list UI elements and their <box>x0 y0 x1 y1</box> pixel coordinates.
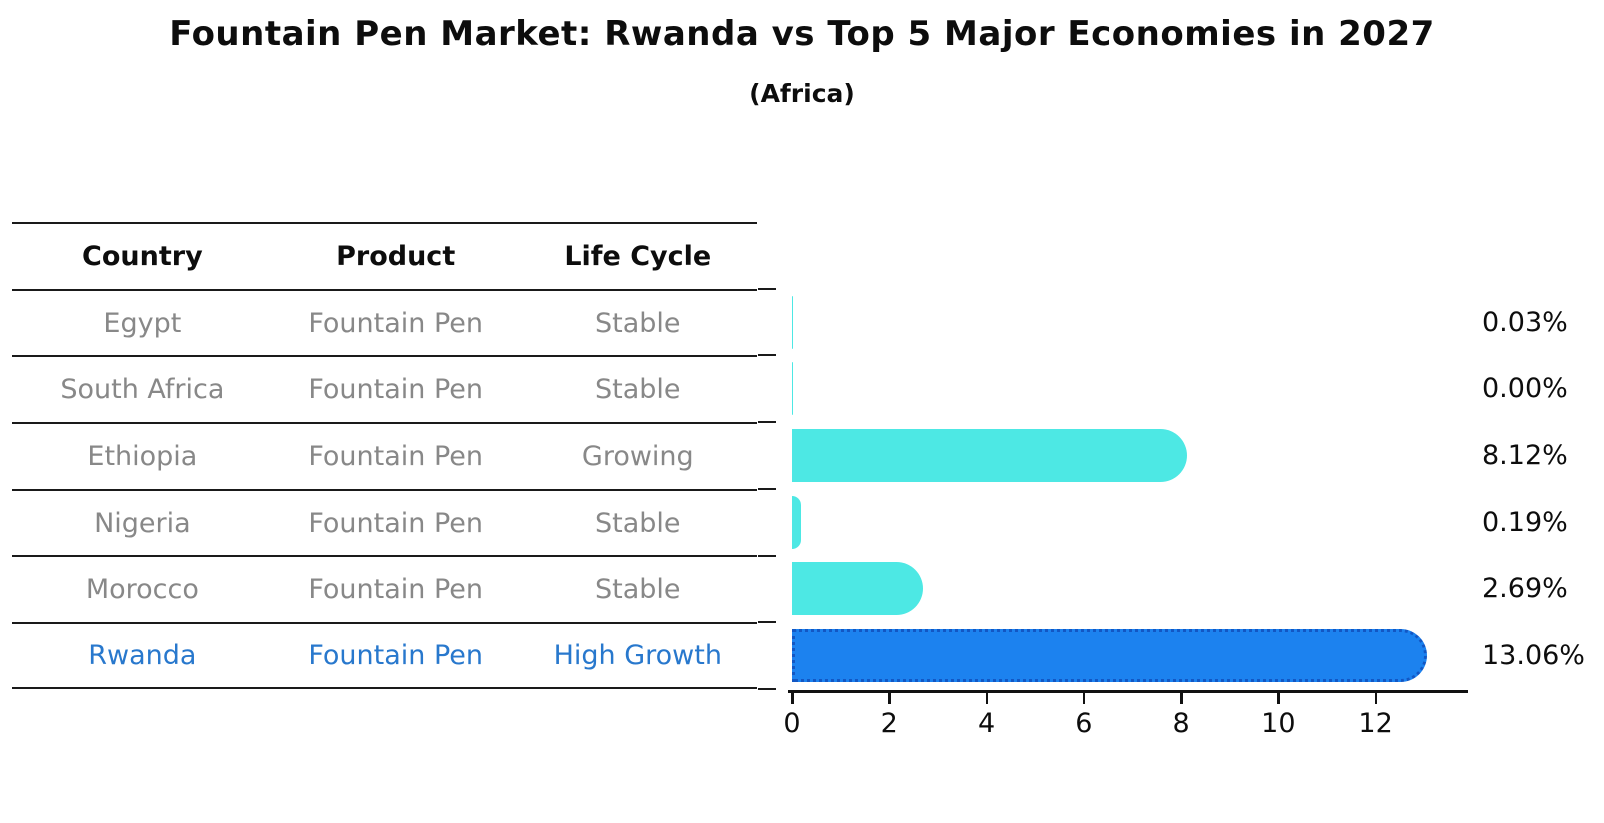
bar-nigeria <box>792 495 802 549</box>
cell-south-africa: South Africa <box>60 374 225 406</box>
cell-stable: Stable <box>595 374 681 406</box>
x-axis-tick-label: 4 <box>977 708 996 739</box>
column-header-product: Product <box>336 240 456 272</box>
x-axis-tick-label: 2 <box>880 708 898 739</box>
table-row-ethiopia: Ethiopia Fountain Pen Growing <box>12 422 757 489</box>
country-table: Country Product Life Cycle Egypt Fountain Pe… <box>12 222 757 689</box>
cell-stable: Stable <box>595 507 681 539</box>
bar-value-label-rwanda: 13.06% <box>1482 640 1585 672</box>
y-axis-tick <box>758 554 776 557</box>
x-axis-tick <box>1180 693 1183 704</box>
y-axis-tick <box>758 287 776 290</box>
bar-value-label-ethiopia: 8.12% <box>1482 439 1568 471</box>
table-row-south-africa: South Africa Fountain Pen Stable <box>12 355 757 422</box>
cell-stable: Stable <box>595 574 681 606</box>
y-axis-tick <box>758 487 776 490</box>
table-header-row: Country Product Life Cycle <box>12 222 757 289</box>
y-axis-tick <box>758 621 776 624</box>
bar-value-label-nigeria: 0.19% <box>1482 506 1568 538</box>
page-subtitle: (Africa) <box>749 79 855 108</box>
table-row-rwanda: Rwanda Fountain Pen High Growth <box>12 622 757 689</box>
x-axis-tick <box>791 693 794 704</box>
cell-fountain-pen: Fountain Pen <box>308 440 484 472</box>
bar-egypt <box>792 295 794 349</box>
cell-egypt: Egypt <box>103 307 182 339</box>
cell-growing: Growing <box>581 440 694 472</box>
table-row-egypt: Egypt Fountain Pen Stable <box>12 288 757 356</box>
column-header-country: Country <box>82 240 203 272</box>
cell-fountain-pen: Fountain Pen <box>308 639 484 671</box>
x-axis-tick-label: 12 <box>1358 708 1393 739</box>
table-row-nigeria: Nigeria Fountain Pen Stable <box>12 488 757 556</box>
bar-value-label-egypt: 0.03% <box>1482 306 1568 338</box>
x-axis-tick-label: 6 <box>1075 708 1093 739</box>
cell-rwanda: Rwanda <box>88 639 197 671</box>
bar-value-label-morocco: 2.69% <box>1482 573 1568 605</box>
cell-fountain-pen: Fountain Pen <box>308 374 484 406</box>
column-header-life-cycle: Life Cycle <box>564 240 712 272</box>
x-axis-tick <box>985 693 989 704</box>
x-axis-line <box>788 690 1468 693</box>
bar-rwanda <box>792 629 1428 683</box>
x-axis-tick-label: 0 <box>783 708 801 739</box>
x-axis-tick <box>1082 693 1086 704</box>
x-axis-tick-label: 10 <box>1261 708 1296 739</box>
cell-stable: Stable <box>595 307 681 339</box>
cell-fountain-pen: Fountain Pen <box>308 574 484 606</box>
bar-ethiopia <box>792 428 1187 482</box>
table-row-morocco: Morocco Fountain Pen Stable <box>12 555 757 622</box>
y-axis-tick <box>758 421 776 424</box>
x-axis-tick <box>1374 693 1378 704</box>
cell-morocco: Morocco <box>85 574 199 606</box>
x-axis-tick <box>1277 693 1280 704</box>
page-title: Fountain Pen Market: Rwanda vs Top 5 Maj… <box>169 14 1435 54</box>
x-axis-tick <box>888 693 891 704</box>
cell-fountain-pen: Fountain Pen <box>308 307 484 339</box>
cell-nigeria: Nigeria <box>94 507 191 539</box>
y-axis-tick <box>758 354 776 357</box>
x-axis-tick-label: 8 <box>1172 708 1190 739</box>
bar-value-label-south-africa: 0.00% <box>1482 373 1568 405</box>
cell-fountain-pen: Fountain Pen <box>308 507 484 539</box>
cell-high-growth: High Growth <box>553 639 722 671</box>
bar-morocco <box>792 562 923 616</box>
bar-south-africa <box>792 362 793 416</box>
y-axis-tick <box>758 687 776 690</box>
cell-ethiopia: Ethiopia <box>87 440 198 472</box>
